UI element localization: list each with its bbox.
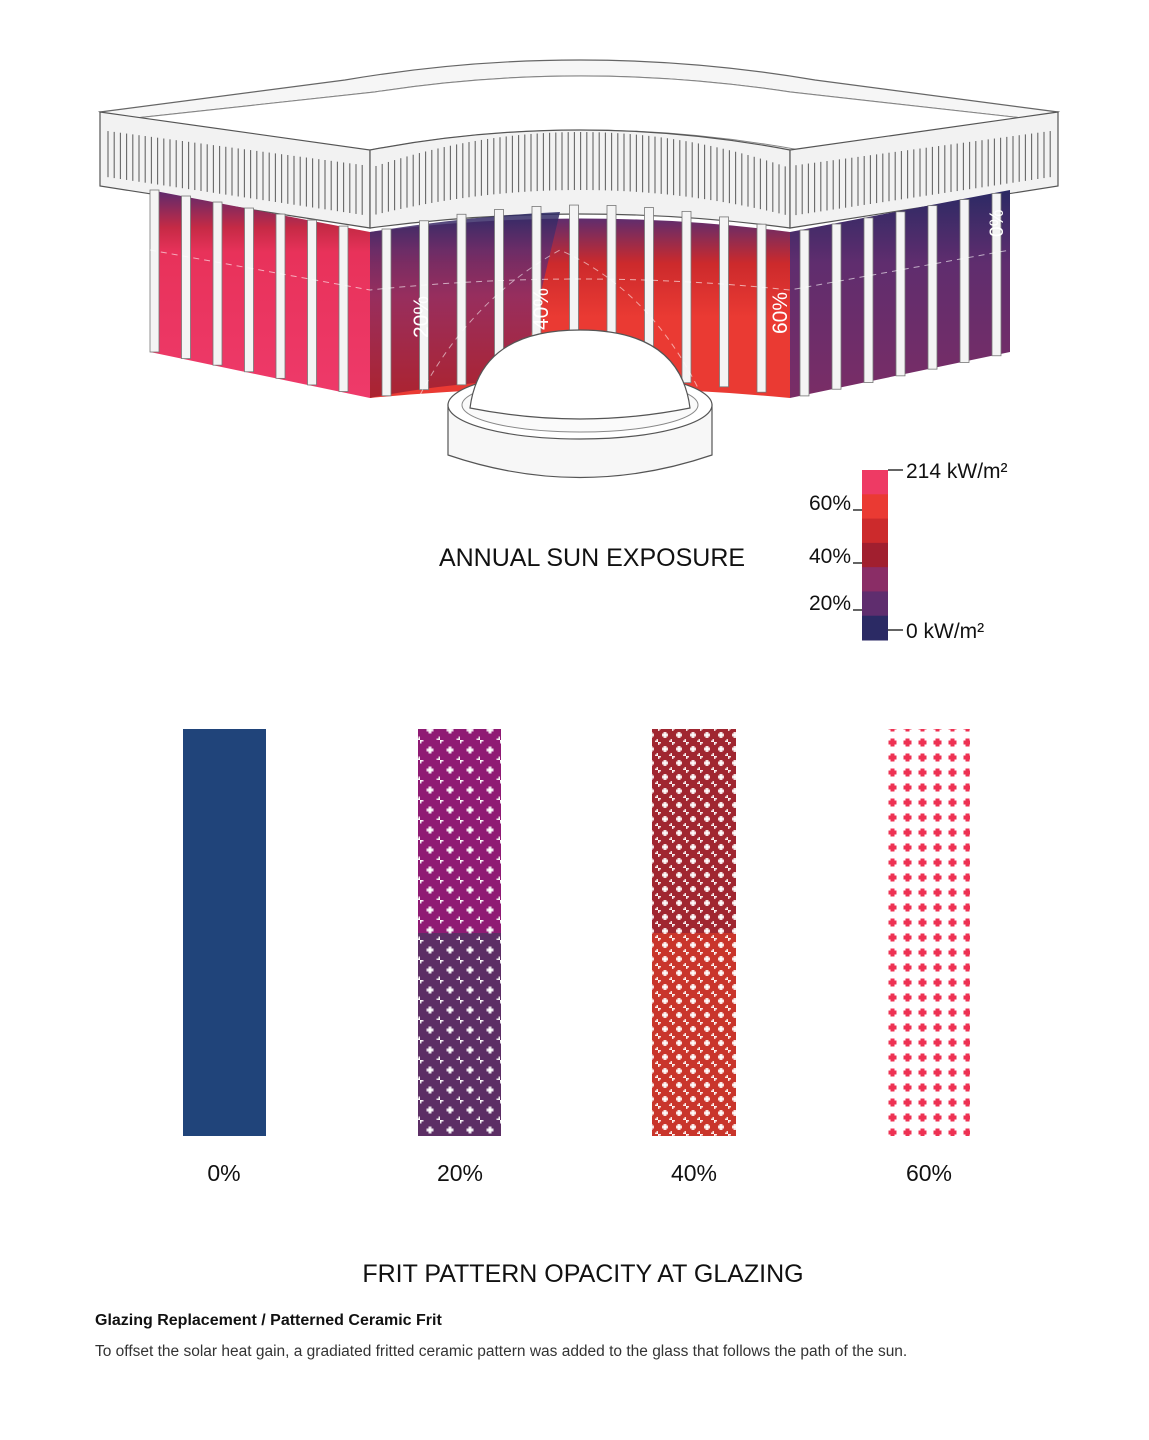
cornice-slats (107, 131, 1051, 216)
legend-tick-label: 20% (809, 592, 851, 615)
legend-tick-label: 60% (809, 492, 851, 515)
frit-swatch-40 (652, 729, 736, 1136)
facade-column (681, 210, 692, 384)
legend-band (862, 542, 888, 568)
cornice-center (369, 129, 791, 229)
facade-column (719, 216, 729, 388)
legend-color-bar (862, 470, 888, 641)
zone-label-20: 20% (410, 296, 433, 338)
facade-column (275, 213, 286, 379)
facade-column (338, 225, 349, 392)
zone-label-40: 40% (530, 288, 553, 330)
legend-band (862, 591, 888, 617)
facade-column (831, 223, 842, 390)
swatch-dots (418, 729, 501, 1136)
legend-max-label: 214 kW/m² (906, 460, 1008, 483)
swatches-title: FRIT PATTERN OPACITY AT GLAZING (362, 1260, 803, 1288)
legend-band (862, 518, 888, 544)
facade-column (307, 219, 317, 386)
facade-columns (149, 189, 1002, 397)
contour-line (149, 249, 1011, 291)
swatch-dots (888, 729, 970, 1136)
cornice-right (789, 111, 1059, 229)
legend-band (862, 494, 888, 520)
swatch-label-20: 20% (437, 1160, 483, 1186)
swatch-fill (183, 729, 266, 1136)
facade-column (959, 199, 970, 363)
legend-tick-label: 40% (809, 545, 851, 568)
facade-column (381, 228, 392, 397)
dome (469, 329, 691, 420)
facade-column (149, 189, 160, 353)
caption-title: Glazing Replacement / Patterned Ceramic … (95, 1312, 442, 1329)
legend-min-label: 0 kW/m² (906, 620, 984, 643)
frit-swatch-60 (888, 729, 970, 1136)
diagram-title: ANNUAL SUN EXPOSURE (439, 544, 745, 572)
frit-swatch-20 (418, 729, 501, 1136)
facade-column (991, 193, 1002, 357)
legend-band (862, 615, 888, 641)
facade-column (419, 220, 429, 391)
zone-label-0: 0% (987, 209, 1008, 237)
facade-column (212, 201, 223, 366)
facade-column (244, 207, 254, 373)
facade-column (799, 229, 810, 397)
facade-column (181, 195, 191, 359)
legend-band (862, 470, 888, 495)
zone-label-60: 60% (769, 292, 792, 334)
facade-column (863, 217, 874, 383)
facade-column (927, 205, 938, 370)
swatch-label-40: 40% (671, 1160, 717, 1186)
swatch-dots (652, 729, 736, 1136)
frit-swatch-0 (183, 729, 266, 1136)
swatch-label-0: 0% (207, 1160, 240, 1186)
facade-column (456, 213, 467, 386)
facade-column (895, 211, 906, 377)
caption-body: To offset the solar heat gain, a gradiat… (95, 1343, 908, 1360)
color-legend: 214 kW/m² 0 kW/m² 60% 40% 20% (809, 460, 1008, 643)
legend-band (862, 567, 888, 592)
swatch-label-60: 60% (906, 1160, 952, 1186)
building-illustration: 20% 40% 60% 0% (97, 59, 1061, 479)
facade-column (756, 223, 767, 393)
